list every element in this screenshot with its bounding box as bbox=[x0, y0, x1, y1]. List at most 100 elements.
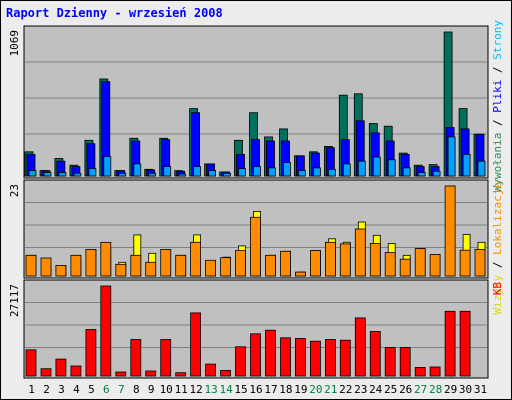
bar-requests-Strony-15 bbox=[238, 168, 246, 177]
bar-requests-Strony-11 bbox=[178, 173, 187, 177]
legend-part-requests-3: / bbox=[491, 60, 504, 80]
legend-part-requests-4: Strony bbox=[491, 20, 504, 60]
bar-sites-Wizyty-6 bbox=[100, 241, 112, 277]
x-tick-label-25: 25 bbox=[384, 383, 397, 396]
bar-requests-Strony-21 bbox=[327, 168, 336, 177]
bar-kb-KB-23 bbox=[354, 317, 366, 377]
bar-sites-Wizyty-16 bbox=[250, 216, 261, 277]
bar-sites-Wizyty-21 bbox=[324, 241, 336, 277]
bar-kb-KB-22 bbox=[339, 339, 351, 377]
x-tick-label-16: 16 bbox=[249, 383, 262, 396]
bar-kb-KB-21 bbox=[324, 339, 336, 377]
x-tick-label-2: 2 bbox=[43, 383, 50, 396]
bar-sites-Wizyty-10 bbox=[160, 248, 172, 277]
bar-requests-Strony-10 bbox=[163, 166, 172, 177]
bar-requests-Strony-18 bbox=[283, 162, 291, 177]
y-max-label-kb: 27117 bbox=[8, 284, 21, 317]
legend-label-sites: Wizyty / Lokalizacje bbox=[491, 182, 504, 314]
bar-kb-KB-17 bbox=[265, 329, 276, 377]
chart-title: Raport Dzienny - wrzesień 2008 bbox=[6, 6, 223, 20]
bar-requests-Strony-7 bbox=[118, 172, 127, 177]
x-tick-label-17: 17 bbox=[264, 383, 277, 396]
legend-part-requests-0: Wywołania bbox=[491, 133, 504, 193]
bar-requests-Strony-23 bbox=[357, 160, 366, 177]
x-tick-label-28: 28 bbox=[429, 383, 442, 396]
bar-requests-Strony-4 bbox=[73, 172, 82, 177]
bar-kb-KB-27 bbox=[414, 366, 426, 377]
x-tick-label-3: 3 bbox=[58, 383, 65, 396]
x-tick-label-14: 14 bbox=[219, 383, 233, 396]
bar-kb-KB-18 bbox=[280, 337, 291, 377]
bar-kb-KB-24 bbox=[369, 331, 381, 377]
bar-sites-Wizyty-2 bbox=[40, 257, 52, 277]
bar-kb-KB-3 bbox=[55, 358, 67, 377]
bar-requests-Strony-27 bbox=[417, 172, 426, 177]
bar-requests-Strony-12 bbox=[193, 166, 202, 177]
bar-sites-Wizyty-11 bbox=[175, 254, 187, 277]
bar-sites-Wizyty-25 bbox=[384, 252, 396, 277]
x-tick-label-13: 13 bbox=[204, 383, 217, 396]
x-tick-label-22: 22 bbox=[339, 383, 352, 396]
bar-requests-Strony-24 bbox=[372, 156, 381, 177]
bar-sites-Wizyty-7 bbox=[115, 263, 127, 277]
bar-requests-Strony-9 bbox=[148, 172, 157, 177]
bar-sites-Wizyty-1 bbox=[25, 254, 37, 277]
bar-kb-KB-15 bbox=[235, 346, 246, 377]
bar-requests-Strony-2 bbox=[43, 172, 52, 177]
bar-requests-Strony-19 bbox=[297, 170, 306, 177]
bar-requests-Strony-17 bbox=[268, 167, 276, 177]
bar-kb-KB-6 bbox=[100, 285, 112, 377]
bar-sites-Wizyty-24 bbox=[369, 243, 381, 277]
bar-kb-KB-26 bbox=[399, 347, 411, 377]
legend-label-kb: KB bbox=[491, 282, 504, 296]
bar-sites-Wizyty-20 bbox=[309, 250, 321, 277]
bar-requests-Strony-30 bbox=[462, 153, 471, 177]
x-tick-label-6: 6 bbox=[103, 383, 110, 396]
bar-sites-Wizyty-17 bbox=[265, 254, 276, 277]
x-tick-label-30: 30 bbox=[459, 383, 472, 396]
bar-requests-Strony-25 bbox=[387, 159, 396, 177]
bar-requests-Strony-14 bbox=[223, 172, 232, 177]
bar-kb-KB-5 bbox=[85, 329, 97, 377]
bar-requests-Strony-20 bbox=[312, 167, 321, 177]
legend-label-requests: Wywołania / Pliki / Strony bbox=[491, 20, 504, 193]
bar-kb-KB-12 bbox=[190, 312, 202, 377]
bar-sites-Wizyty-30 bbox=[459, 249, 471, 277]
bar-kb-KB-2 bbox=[40, 368, 52, 377]
bar-kb-KB-29 bbox=[444, 310, 456, 377]
bar-sites-Wizyty-31 bbox=[474, 248, 486, 277]
bar-kb-KB-25 bbox=[384, 347, 396, 377]
legend-part-sites-1: / bbox=[491, 255, 504, 275]
bar-requests-Strony-28 bbox=[432, 170, 441, 177]
bar-kb-KB-9 bbox=[145, 370, 157, 377]
y-max-label-requests: 1069 bbox=[8, 30, 21, 57]
x-axis-labels: 1 2 3 4 5 6 7 8 9 10 11 12 13 14 15 16 17 18 19 20 21 22 23 24 2… bbox=[28, 383, 487, 396]
x-tick-label-20: 20 bbox=[309, 383, 322, 396]
bar-sites-Wizyty-22 bbox=[339, 243, 351, 277]
bar-requests-Strony-26 bbox=[402, 167, 411, 177]
x-tick-label-1: 1 bbox=[28, 383, 35, 396]
x-tick-label-31: 31 bbox=[474, 383, 487, 396]
bar-sites-Wizyty-12 bbox=[190, 241, 202, 277]
bar-requests-Strony-31 bbox=[477, 160, 486, 177]
bar-kb-KB-11 bbox=[175, 372, 187, 377]
x-tick-label-24: 24 bbox=[369, 383, 383, 396]
bar-kb-KB-8 bbox=[130, 339, 142, 377]
x-tick-label-21: 21 bbox=[324, 383, 337, 396]
panels-layer bbox=[23, 25, 489, 379]
x-tick-label-29: 29 bbox=[444, 383, 457, 396]
bar-sites-Wizyty-15 bbox=[235, 250, 246, 277]
bar-requests-Strony-3 bbox=[58, 172, 67, 177]
bar-sites-Wizyty-29 bbox=[444, 185, 456, 277]
bar-kb-KB-1 bbox=[25, 349, 37, 377]
bar-kb-KB-14 bbox=[220, 369, 232, 377]
bar-requests-Strony-8 bbox=[133, 163, 142, 177]
x-tick-label-18: 18 bbox=[279, 383, 292, 396]
bar-sites-Wizyty-4 bbox=[70, 254, 82, 277]
bar-kb-KB-10 bbox=[160, 339, 172, 377]
x-tick-label-26: 26 bbox=[399, 383, 412, 396]
x-tick-label-15: 15 bbox=[234, 383, 247, 396]
